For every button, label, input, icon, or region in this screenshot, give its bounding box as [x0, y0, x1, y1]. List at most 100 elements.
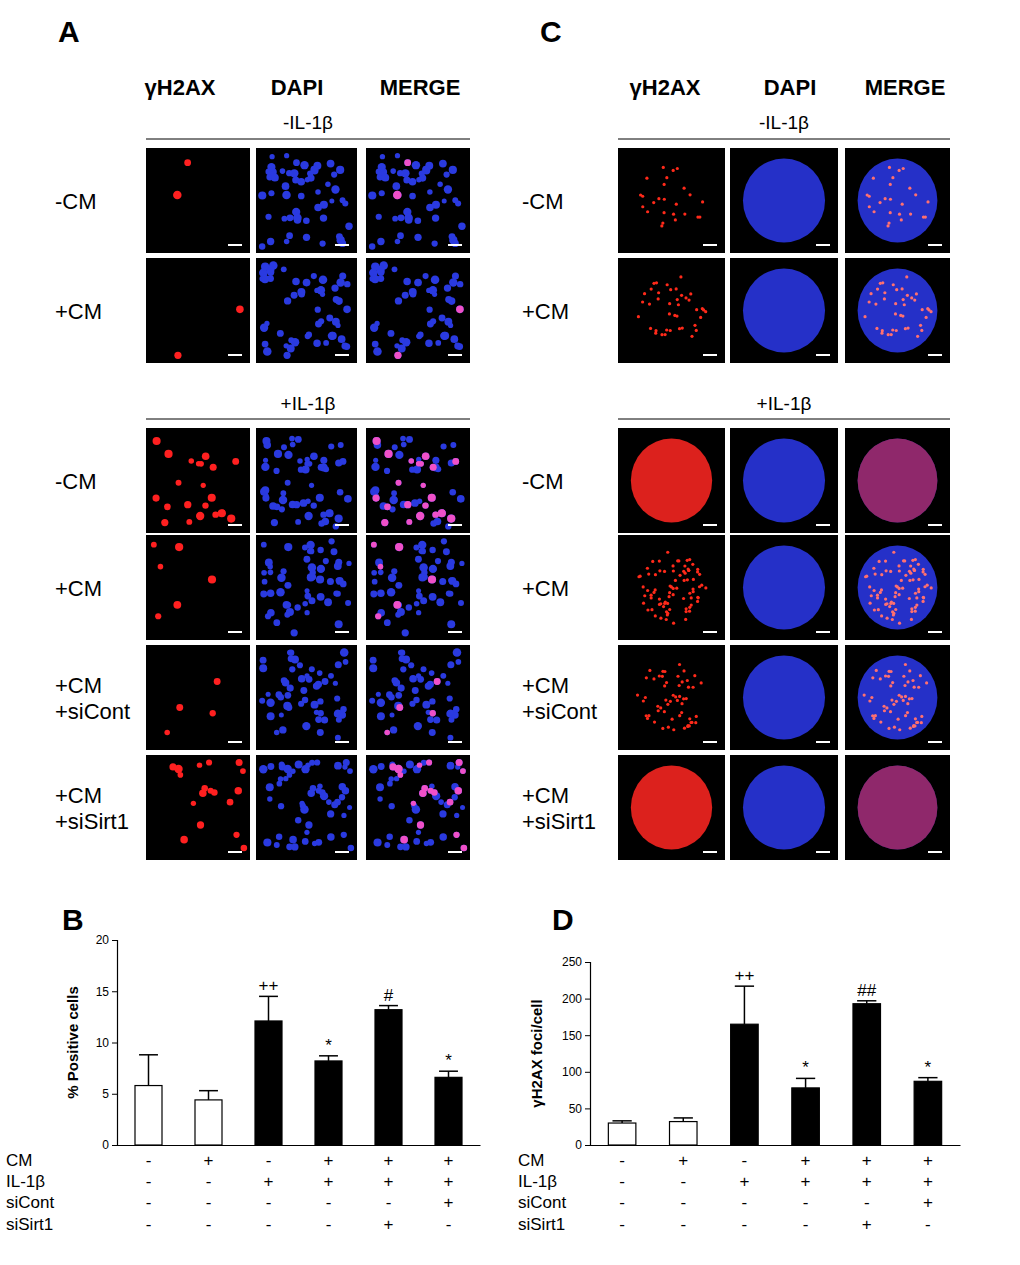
- image-cell: [146, 535, 250, 640]
- nucleus-dot: [291, 843, 298, 850]
- nucleus-dot: [441, 443, 447, 449]
- scale-bar: [703, 851, 717, 853]
- nucleus: [743, 656, 825, 740]
- signal-focus: [654, 573, 657, 576]
- nucleus-dot: [280, 168, 286, 174]
- signal-focus: [868, 205, 871, 208]
- signal-focus: [883, 709, 886, 712]
- signal-focus: [642, 602, 645, 605]
- nucleus-dot: [278, 694, 285, 701]
- image-cell: [730, 535, 838, 640]
- nucleus-dot: [328, 673, 334, 679]
- signal-focus: [675, 203, 678, 206]
- signal-diffuse: [858, 439, 938, 523]
- nucleus-dot: [428, 788, 434, 794]
- nucleus-dot: [280, 568, 286, 574]
- signal-focus: [887, 675, 890, 678]
- nucleus-dot: [404, 501, 411, 508]
- nucleus-dot: [335, 559, 342, 566]
- error-stem: [268, 996, 270, 1021]
- row-label-line: +CM: [522, 299, 569, 324]
- scale-bar: [335, 354, 349, 356]
- condition-value: -: [326, 1193, 332, 1212]
- nucleus-dot: [390, 168, 396, 174]
- condition-value: +: [204, 1151, 214, 1170]
- nucleus-dot: [262, 437, 270, 445]
- signal-focus: [896, 585, 899, 588]
- nucleus-dot: [280, 490, 286, 496]
- condition-value: -: [742, 1151, 748, 1170]
- nucleus-dot: [426, 759, 432, 765]
- signal-dot: [417, 762, 422, 767]
- condition-value: -: [742, 1215, 748, 1234]
- nucleus-dot: [277, 330, 284, 337]
- signal-dot: [400, 836, 408, 844]
- signal-focus: [646, 717, 649, 720]
- nucleus-dot: [390, 713, 395, 718]
- nucleus-dot: [305, 588, 310, 593]
- chart-title: B: [62, 903, 84, 936]
- nucleus-dot: [437, 182, 442, 187]
- nucleus-dot: [384, 468, 390, 474]
- condition-value: +: [384, 1172, 394, 1191]
- bar: [731, 1024, 759, 1145]
- condition-value: +: [923, 1172, 933, 1191]
- signal-focus: [690, 596, 693, 599]
- nucleus-dot: [287, 214, 294, 221]
- signal-focus: [647, 572, 650, 575]
- scale-bar: [816, 354, 830, 356]
- signal-focus: [649, 594, 652, 597]
- nucleus-dot: [402, 292, 409, 299]
- nucleus-dot: [416, 588, 421, 593]
- signal-focus: [653, 720, 656, 723]
- condition-value: -: [146, 1193, 152, 1212]
- signal-focus: [662, 166, 665, 169]
- y-axis: 050100150200250: [562, 955, 591, 1152]
- nucleus-dot: [290, 769, 295, 774]
- y-tick-label: 150: [562, 1029, 582, 1043]
- nucleus-dot: [302, 722, 310, 730]
- condition-value: -: [266, 1151, 272, 1170]
- signal-dot: [426, 759, 432, 765]
- nucleus-dot: [422, 574, 428, 580]
- signal-focus: [874, 302, 877, 305]
- nucleus-dot: [393, 601, 401, 609]
- signal-focus: [647, 714, 650, 717]
- scale-bar: [335, 244, 349, 246]
- nucleus-dot: [328, 538, 334, 544]
- nucleus-dot: [377, 796, 382, 801]
- bar-chart: DγH2AX foci/cell++*##*050100150200250CM-…: [518, 903, 961, 1234]
- signal-dot: [218, 509, 226, 517]
- image-cell: [366, 755, 470, 860]
- scale-bar: [228, 631, 242, 633]
- nucleus-dot: [429, 593, 437, 601]
- y-tick: 100: [562, 1065, 590, 1079]
- scale-bar: [228, 741, 242, 743]
- signal-dot: [197, 821, 204, 828]
- nucleus: [743, 546, 825, 630]
- signal-focus: [642, 585, 645, 588]
- nucleus-dot: [421, 483, 426, 488]
- nucleus-dot: [414, 601, 420, 607]
- y-axis-title: % Positive cells: [64, 986, 81, 1099]
- scale-bar: [703, 244, 717, 246]
- scale-bar: [335, 741, 349, 743]
- y-tick-mark: [585, 1145, 590, 1146]
- condition-value: -: [619, 1215, 625, 1234]
- nucleus-dot: [316, 788, 322, 794]
- nucleus-dot: [392, 182, 400, 190]
- nucleus-dot: [393, 191, 402, 200]
- nucleus-dot: [309, 666, 315, 672]
- signal-focus: [925, 681, 928, 684]
- signal-focus: [658, 560, 661, 563]
- signal-focus: [687, 298, 690, 301]
- nucleus-dot: [395, 153, 400, 158]
- nucleus-dot: [447, 695, 453, 701]
- group-header: +IL-1β: [281, 393, 336, 414]
- signal-focus: [890, 698, 893, 701]
- nucleus-dot: [423, 273, 429, 279]
- nucleus-dot: [338, 442, 344, 448]
- y-tick-label: 0: [102, 1138, 109, 1152]
- signal-focus: [687, 569, 690, 572]
- error-cap: [612, 1120, 631, 1122]
